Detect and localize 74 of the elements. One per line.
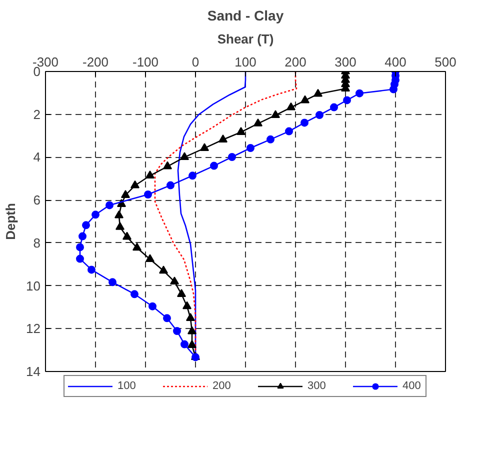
x-tick-label: 200 <box>284 54 306 70</box>
point <box>236 127 246 135</box>
point <box>76 254 84 263</box>
point <box>166 181 174 190</box>
x-tick-label: 100 <box>234 54 256 70</box>
y-tick-label: 2 <box>33 106 41 122</box>
point <box>108 278 116 286</box>
point <box>159 266 168 274</box>
point <box>148 302 156 310</box>
point <box>316 111 324 119</box>
y-tick-label: 10 <box>26 278 41 294</box>
point <box>182 301 192 310</box>
point <box>210 162 218 170</box>
point <box>132 242 142 251</box>
point <box>356 89 364 98</box>
point <box>188 172 196 180</box>
legend-label: 200 <box>212 380 232 392</box>
x-tick-label: 0 <box>192 54 200 70</box>
point <box>177 289 186 297</box>
point <box>228 153 236 161</box>
point <box>122 232 132 240</box>
point <box>163 314 171 322</box>
y-axis-title: Depth <box>3 203 18 240</box>
legend-label: 300 <box>308 380 327 392</box>
point <box>314 88 322 97</box>
point <box>82 221 90 230</box>
legend-label: 100 <box>118 380 137 392</box>
y-tick-label: 6 <box>33 192 41 208</box>
y-tick-label: 4 <box>33 150 41 165</box>
point <box>180 340 188 348</box>
point <box>170 276 179 285</box>
point <box>218 134 228 142</box>
point <box>144 190 152 198</box>
legend-label: 400 <box>402 380 422 392</box>
y-tick-label: 14 <box>26 364 41 379</box>
point <box>271 110 280 118</box>
point <box>88 266 96 274</box>
point <box>343 96 351 104</box>
point <box>76 243 84 252</box>
y-tick-label: 12 <box>26 321 41 336</box>
x-tick-label: 300 <box>334 54 356 70</box>
point <box>188 340 196 348</box>
point <box>114 210 124 218</box>
point <box>285 127 293 136</box>
point <box>78 232 86 240</box>
x-tick-label: 500 <box>434 54 456 70</box>
point <box>163 161 172 170</box>
x-tick-label: -100 <box>132 54 159 70</box>
point <box>390 85 398 94</box>
point <box>188 326 196 334</box>
point <box>200 143 209 152</box>
point <box>246 144 254 152</box>
point <box>130 290 138 298</box>
point <box>254 118 262 126</box>
point <box>146 254 154 262</box>
point <box>106 201 114 210</box>
point <box>186 313 195 321</box>
point <box>300 118 308 127</box>
y-tick-label: 8 <box>33 235 41 250</box>
chart-title: Sand - Clay <box>207 8 284 24</box>
x-axis-title: Shear (T) <box>217 32 274 46</box>
point <box>130 180 140 188</box>
x-tick-label: -200 <box>82 54 109 70</box>
x-tick-label: 400 <box>384 54 406 70</box>
point <box>286 102 296 110</box>
point <box>300 95 310 104</box>
point <box>173 327 181 335</box>
point <box>121 190 130 198</box>
point <box>116 222 124 230</box>
point <box>92 210 100 219</box>
point <box>266 135 274 144</box>
point <box>146 170 154 178</box>
point <box>180 152 189 160</box>
point <box>330 103 338 112</box>
